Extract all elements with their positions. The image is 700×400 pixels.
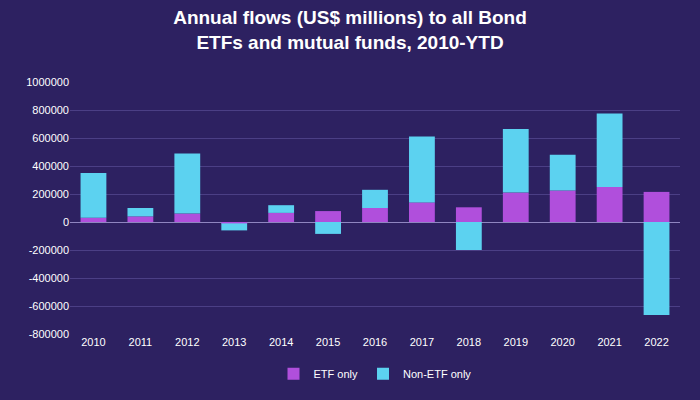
svg-text:2021: 2021 — [597, 336, 621, 348]
svg-text:2020: 2020 — [550, 336, 574, 348]
svg-text:2016: 2016 — [363, 336, 387, 348]
svg-text:2022: 2022 — [644, 336, 668, 348]
svg-text:0: 0 — [63, 216, 69, 228]
svg-text:ETF only: ETF only — [314, 368, 359, 380]
svg-text:-800000: -800000 — [29, 328, 69, 340]
svg-text:2019: 2019 — [504, 336, 528, 348]
svg-text:2017: 2017 — [410, 336, 434, 348]
svg-text:400000: 400000 — [32, 160, 69, 172]
svg-text:2013: 2013 — [222, 336, 246, 348]
svg-text:600000: 600000 — [32, 132, 69, 144]
svg-text:1000000: 1000000 — [26, 76, 69, 88]
svg-text:2011: 2011 — [129, 336, 153, 348]
svg-text:800000: 800000 — [32, 104, 69, 116]
svg-text:-600000: -600000 — [29, 300, 69, 312]
svg-text:2018: 2018 — [457, 336, 481, 348]
svg-text:2010: 2010 — [81, 336, 105, 348]
svg-text:Annual flows (US$ millions) to: Annual flows (US$ millions) to all BondE… — [173, 7, 527, 53]
svg-text:2015: 2015 — [316, 336, 340, 348]
svg-text:-200000: -200000 — [29, 244, 69, 256]
svg-text:2012: 2012 — [175, 336, 199, 348]
svg-text:-400000: -400000 — [29, 272, 69, 284]
svg-text:200000: 200000 — [32, 188, 69, 200]
svg-text:2014: 2014 — [269, 336, 293, 348]
svg-text:Non-ETF only: Non-ETF only — [403, 368, 471, 380]
